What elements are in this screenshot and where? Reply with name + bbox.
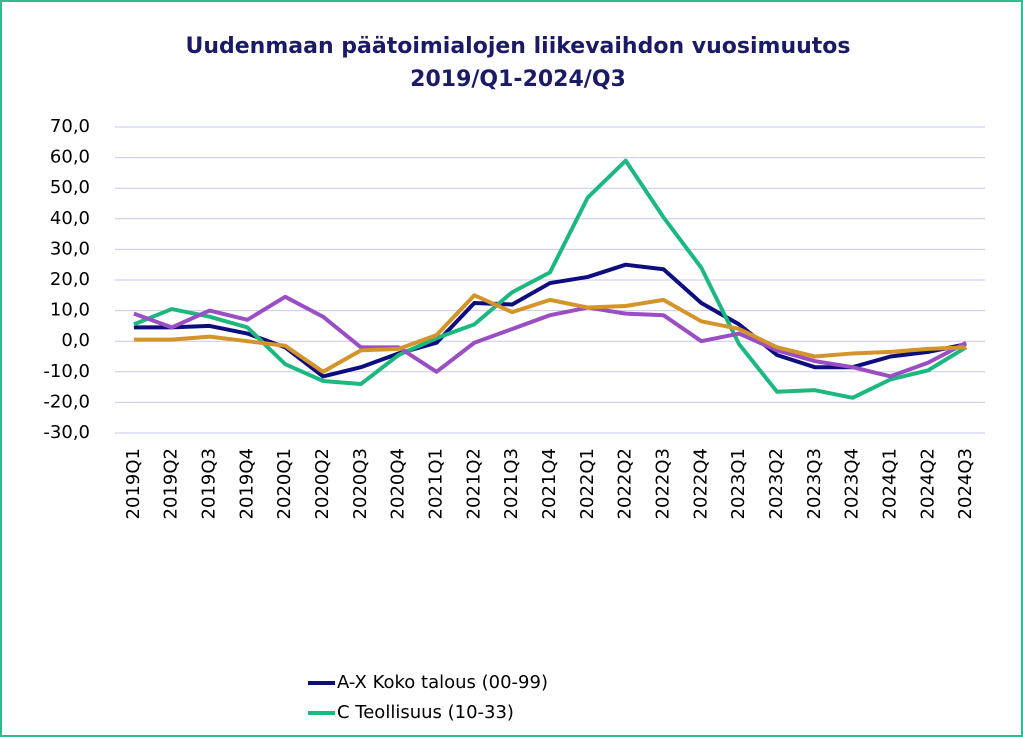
y-tick-label: -30,0	[43, 422, 90, 443]
x-tick-label: 2023Q4	[842, 448, 863, 519]
x-tick-label: 2021Q3	[501, 448, 522, 519]
y-tick-label: 70,0	[50, 116, 90, 137]
series-line	[133, 158, 968, 400]
x-tick-label: 2022Q4	[690, 448, 711, 519]
y-tick-label: 10,0	[50, 300, 90, 321]
y-tick-label: -10,0	[43, 361, 90, 382]
x-tick-label: 2020Q4	[388, 448, 409, 519]
x-tick-label: 2020Q2	[312, 448, 333, 519]
x-tick-label: 2023Q2	[766, 448, 787, 519]
x-tick-label: 2023Q3	[804, 448, 825, 519]
chart-title: 2019/Q1-2024/Q3	[410, 67, 626, 92]
y-tick-label: 30,0	[50, 238, 90, 259]
legend-label: A-X Koko talous (00-99)	[337, 672, 548, 693]
y-tick-label: 0,0	[61, 330, 90, 351]
x-tick-label: 2024Q3	[955, 448, 976, 519]
x-tick-label: 2024Q2	[917, 448, 938, 519]
x-tick-label: 2022Q2	[615, 448, 636, 519]
series-line	[133, 294, 968, 379]
y-tick-label: 50,0	[50, 177, 90, 198]
legend-label: C Teollisuus (10-33)	[337, 702, 514, 723]
x-tick-label: 2024Q1	[879, 448, 900, 519]
x-tick-label: 2019Q4	[236, 448, 257, 519]
series-line	[133, 293, 967, 374]
x-tick-label: 2022Q3	[652, 448, 673, 519]
x-tick-label: 2021Q2	[463, 448, 484, 519]
x-tick-label: 2019Q3	[199, 448, 220, 519]
x-tick-label: 2020Q3	[350, 448, 371, 519]
y-tick-label: 60,0	[50, 147, 90, 168]
x-tick-label: 2021Q4	[539, 448, 560, 519]
y-tick-label: 20,0	[50, 269, 90, 290]
chart-title: Uudenmaan päätoimialojen liikevaihdon vu…	[185, 34, 850, 59]
x-tick-label: 2023Q1	[728, 448, 749, 519]
y-tick-label: 40,0	[50, 208, 90, 229]
x-tick-label: 2022Q1	[577, 448, 598, 519]
y-tick-label: -20,0	[43, 391, 90, 412]
x-tick-label: 2021Q1	[426, 448, 447, 519]
x-tick-label: 2019Q1	[123, 448, 144, 519]
x-tick-label: 2019Q2	[161, 448, 182, 519]
x-tick-label: 2020Q1	[274, 448, 295, 519]
